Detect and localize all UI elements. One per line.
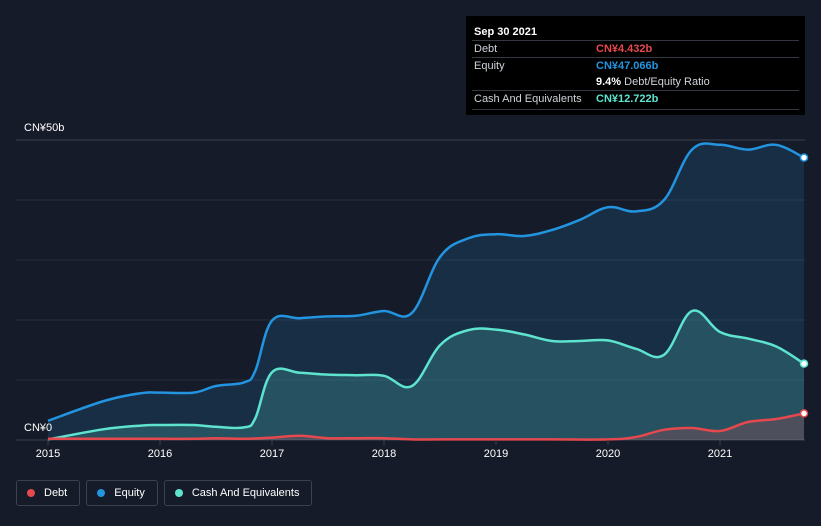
hover-tooltip: Sep 30 2021 Debt CN¥4.432b Equity CN¥47.… xyxy=(466,16,805,115)
cash-line xyxy=(47,309,805,441)
x-tick-label: 2018 xyxy=(372,448,396,460)
tooltip-equity-label: Equity xyxy=(474,60,505,72)
legend-equity-label: Equity xyxy=(114,487,145,499)
debt-area xyxy=(48,413,804,440)
tooltip-cash-value: CN¥12.722b xyxy=(596,93,659,105)
equity-line xyxy=(47,142,805,422)
legend-item-cash[interactable]: Cash And Equivalents xyxy=(163,480,313,506)
tooltip-row-ratio: 9.4% Debt/Equity Ratio xyxy=(472,74,799,90)
tooltip-debt-label: Debt xyxy=(474,43,498,55)
legend-item-equity[interactable]: Equity xyxy=(86,480,158,506)
tooltip-equity-value: CN¥47.066b xyxy=(596,60,659,72)
x-tick-label: 2021 xyxy=(708,448,732,460)
equity-area xyxy=(48,143,804,440)
tooltip-cash-label: Cash And Equivalents xyxy=(474,93,582,105)
legend-cash-dot xyxy=(174,489,183,497)
series-areas xyxy=(48,143,804,440)
series-end-points xyxy=(799,153,809,418)
debt-line xyxy=(47,412,805,441)
tooltip-row-debt: Debt CN¥4.432b xyxy=(472,40,799,57)
equity-end-point xyxy=(799,153,809,162)
y-tick-label-min: CN¥0 xyxy=(24,422,53,434)
tooltip-row-cash: Cash And Equivalents CN¥12.722b xyxy=(472,90,799,107)
x-tick-label: 2015 xyxy=(36,448,60,460)
grid-lines xyxy=(16,139,805,441)
cash-end-point xyxy=(799,359,809,368)
tooltip-ratio-label: Debt/Equity Ratio xyxy=(624,76,710,88)
x-tick-label: 2017 xyxy=(260,448,284,460)
x-tick-label: 2019 xyxy=(484,448,508,460)
x-axis-ticks: 2015 2016 2017 2018 2019 2020 2021 xyxy=(36,440,732,460)
debt-end-point xyxy=(799,409,809,418)
tooltip-ratio-value: 9.4% xyxy=(596,76,622,88)
y-tick-label-max: CN¥50b xyxy=(24,122,65,134)
legend-debt-dot xyxy=(27,489,35,497)
legend-equity-dot xyxy=(97,489,106,497)
legend-item-debt[interactable]: Debt xyxy=(16,480,81,506)
x-tick-label: 2016 xyxy=(148,448,172,460)
x-tick-label: 2020 xyxy=(596,448,620,460)
chart-legend: Debt Equity Cash And Equivalents xyxy=(16,480,313,506)
series-lines xyxy=(47,142,805,441)
tooltip-date: Sep 30 2021 xyxy=(474,26,537,38)
tooltip-debt-value: CN¥4.432b xyxy=(596,43,653,55)
legend-debt-label: Debt xyxy=(44,487,68,499)
legend-cash-label: Cash And Equivalents xyxy=(191,487,300,499)
tooltip-row-equity: Equity CN¥47.066b xyxy=(472,57,799,74)
